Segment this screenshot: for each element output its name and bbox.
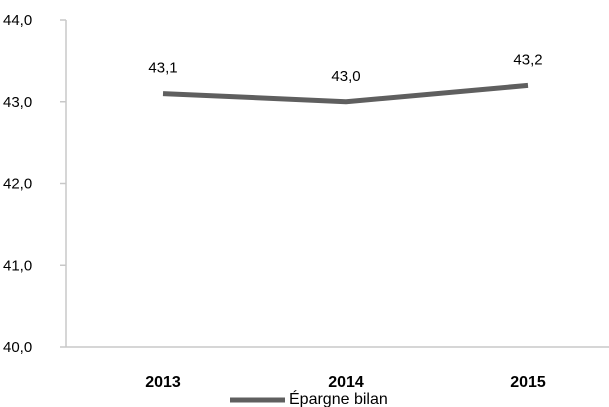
y-tick-label: 41,0 <box>3 257 32 274</box>
x-tick-label: 2014 <box>328 374 364 391</box>
y-tick-label: 42,0 <box>3 176 32 193</box>
x-tick-label: 2015 <box>510 374 546 391</box>
data-label: 43,0 <box>331 68 360 85</box>
series-line-epargne-bilan <box>162 82 529 105</box>
x-tick-label: 2013 <box>145 374 181 391</box>
y-tick-label: 44,0 <box>3 12 32 29</box>
legend-label: Épargne bilan <box>289 389 388 407</box>
y-tick-label: 40,0 <box>3 339 32 356</box>
y-tick-label: 43,0 <box>3 94 32 111</box>
y-axis-ticks: 40,0 41,0 42,0 43,0 44,0 <box>3 12 66 356</box>
x-axis-ticks: 2013 2014 2015 <box>145 374 546 391</box>
series-layer <box>162 82 529 105</box>
legend: Épargne bilan <box>230 389 388 407</box>
data-label: 43,2 <box>513 51 542 68</box>
data-labels: 43,1 43,0 43,2 <box>148 51 542 84</box>
data-label: 43,1 <box>148 60 177 77</box>
